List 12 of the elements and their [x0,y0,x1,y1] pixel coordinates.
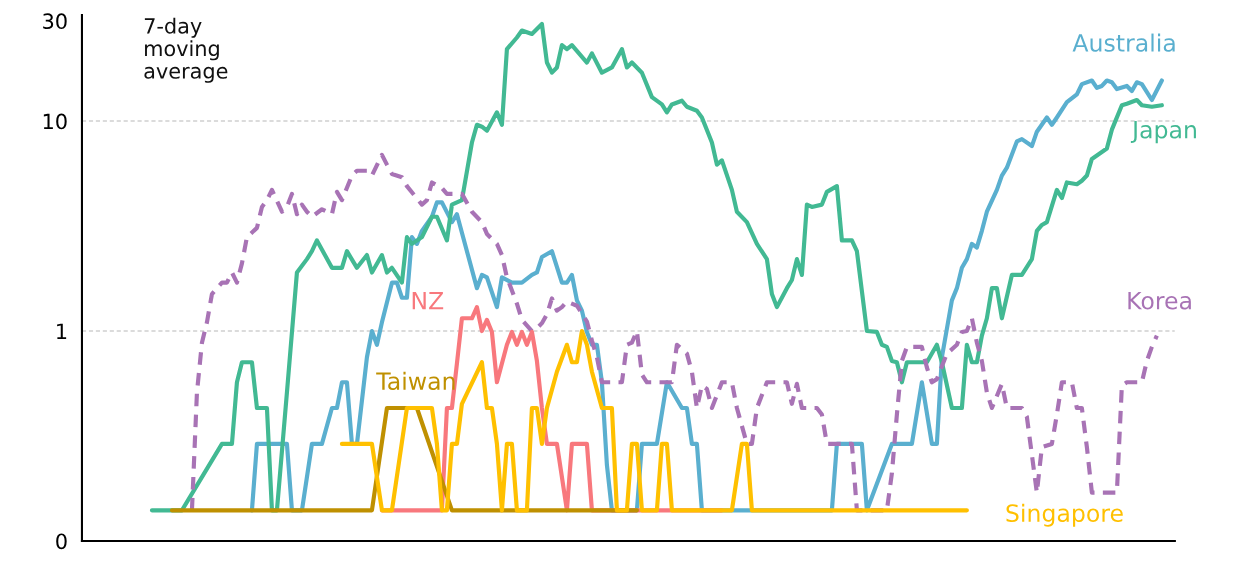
series-label: Taiwan [376,371,455,391]
line-series [339,328,969,513]
annotation: 7-day moving average [144,17,228,83]
y-tick-label: 10 [43,113,67,130]
series-label: NZ [412,292,444,310]
y-tick-label: 1 [57,323,67,339]
series-label: Australia [1072,33,1175,52]
series-label: Japan [1130,121,1196,144]
y-tick-label: 30 [43,13,67,30]
y-tick-label: 0 [56,533,67,550]
series-label: Singapore [1006,503,1123,527]
series-label: Korea [1128,292,1191,310]
